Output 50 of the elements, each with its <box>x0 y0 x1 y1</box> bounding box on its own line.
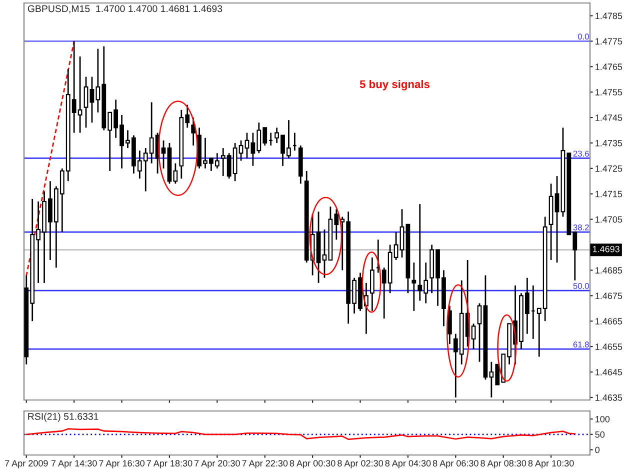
x-tick-label: 8 Apr 06:30 <box>432 460 478 468</box>
y-tick-label: 1.4655 <box>596 344 622 350</box>
x-tick-label: 7 Apr 18:30 <box>146 460 192 468</box>
x-tick-label: 8 Apr 00:30 <box>290 460 336 468</box>
ref-line-label: 1.4693 <box>592 246 620 252</box>
y-tick-label: 1.4725 <box>596 165 622 172</box>
y-tick-label: 1.4675 <box>596 292 622 300</box>
x-tick-label: 8 Apr 08:30 <box>480 460 526 468</box>
y-tick-label: 1.4705 <box>596 216 622 223</box>
y-tick-label: 1.4715 <box>596 190 622 198</box>
x-tick-label: 7 Apr 14:30 <box>51 460 97 468</box>
x-tick-label: 8 Apr 02:30 <box>338 460 383 468</box>
candlestick <box>322 228 327 279</box>
candlestick <box>554 175 560 264</box>
annotation: 38.2 <box>573 224 589 230</box>
y-tick-label: 50 <box>595 431 605 438</box>
y-tick-label: 1.4685 <box>596 267 622 274</box>
candlestick <box>477 302 482 363</box>
annotation: 50.0 <box>573 283 589 289</box>
y-tick-label: 1.4645 <box>596 368 622 376</box>
y-tick-label: 0 <box>595 446 600 454</box>
candlestick <box>191 116 196 146</box>
chart-title: GBPUSD,M15 1.4700 1.4700 1.4681 1.4693 <box>28 5 222 14</box>
line-series <box>26 428 576 440</box>
x-tick-label: 8 Apr 10:30 <box>528 460 574 468</box>
x-tick-label: 7 Apr 20:30 <box>194 460 240 468</box>
y-tick-label: 1.4665 <box>596 318 622 324</box>
annotation: 0.0 <box>578 34 589 40</box>
annotation: 5 buy signals <box>360 80 430 90</box>
y-tick-label: 1.4755 <box>596 89 622 96</box>
x-tick-label: 7 Apr 16:30 <box>99 460 145 468</box>
candlestick <box>448 305 452 345</box>
annotation: 23.6 <box>573 150 589 157</box>
candlestick <box>84 76 88 128</box>
y-tick-label: 1.4635 <box>596 394 622 401</box>
y-tick-label: 100 <box>596 416 610 422</box>
chart-title: RSI(21) 51.6331 <box>28 412 98 422</box>
y-tick-label: 1.4785 <box>596 12 622 20</box>
x-tick-label: 7 Apr 2009 <box>5 460 48 468</box>
x-tick-label: 7 Apr 22:30 <box>242 460 288 468</box>
y-tick-label: 1.4735 <box>596 140 622 146</box>
candlestick <box>400 208 404 258</box>
annotation: 61.8 <box>573 342 589 348</box>
y-tick-label: 1.4745 <box>596 114 622 121</box>
y-tick-label: 1.4765 <box>596 64 622 70</box>
y-tick-label: 1.4775 <box>596 38 622 45</box>
x-tick-label: 8 Apr 04:30 <box>385 460 431 468</box>
candlestick <box>412 262 416 312</box>
candlestick <box>161 140 166 170</box>
candlestick <box>370 256 374 312</box>
